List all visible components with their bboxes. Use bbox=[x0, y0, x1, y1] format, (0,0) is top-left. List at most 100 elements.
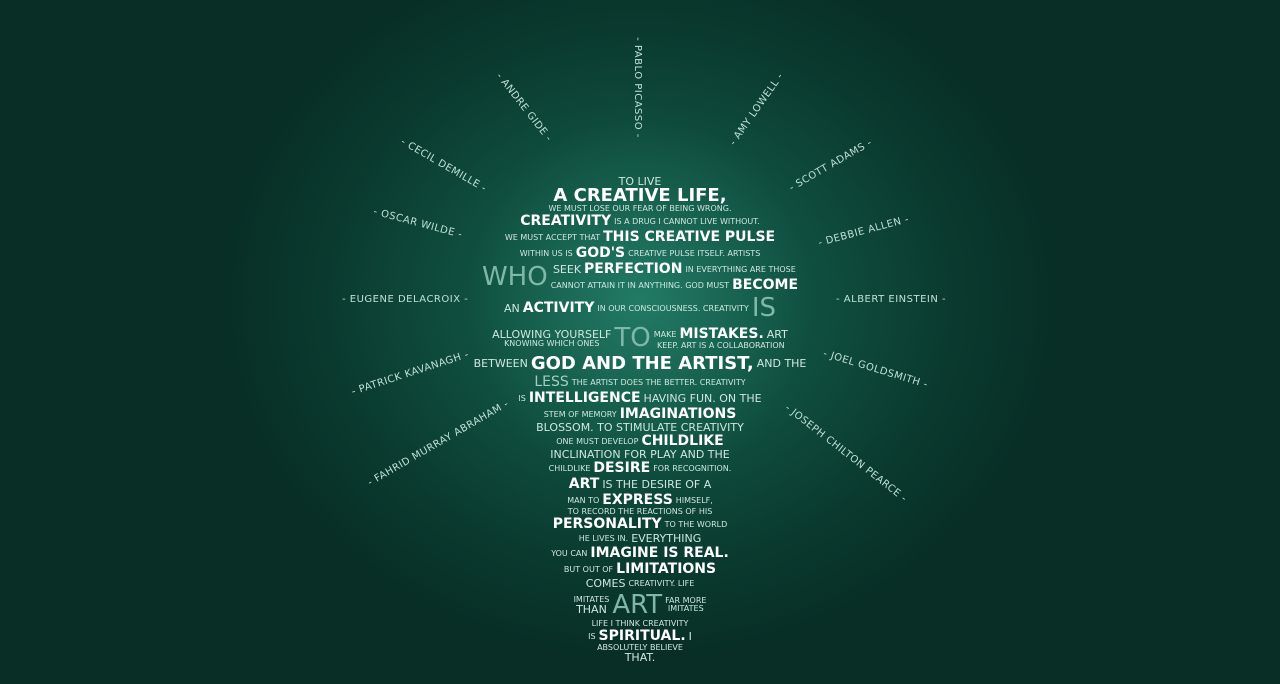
quote-line: life I think creativity bbox=[591, 619, 689, 628]
quote-line: knowing which ones bbox=[504, 338, 600, 348]
quote-row: We must accept that this creative pulse bbox=[490, 229, 790, 245]
quote-word: intelligence bbox=[528, 390, 641, 406]
quote-row: less the artist does the better. Creativ… bbox=[490, 374, 790, 390]
quote-word: activity bbox=[522, 300, 595, 316]
quote-word: between bbox=[473, 357, 528, 370]
quote-word: is bbox=[518, 393, 526, 403]
quote-row: Creativity is a drug I cannot live witho… bbox=[490, 213, 790, 229]
quote-line: we must lose our fear of being wrong. bbox=[548, 204, 732, 213]
quote-row: an activity in our consciousness. Creati… bbox=[490, 293, 790, 323]
quote-row: But out of limitations bbox=[490, 561, 790, 577]
quote-word: is a drug I cannot live without. bbox=[614, 216, 760, 226]
quote-word: himself, bbox=[675, 495, 713, 505]
quote-row: between God and the artist, and the bbox=[474, 353, 807, 374]
quote-bulb: to live A creative life, we must lose ou… bbox=[474, 175, 807, 666]
quote-word: and the bbox=[756, 357, 807, 370]
quote-word: become bbox=[732, 277, 799, 293]
quote-word: in everything are those bbox=[685, 264, 796, 274]
quote-row: Art is the desire of a bbox=[490, 476, 790, 492]
quote-word: you can bbox=[551, 548, 588, 558]
author-pablo-picasso: - Pablo Picasso - bbox=[631, 37, 643, 138]
quote-line: that. bbox=[624, 651, 656, 664]
quote-word: express bbox=[602, 492, 673, 508]
quote-word: childlike bbox=[641, 433, 724, 449]
quote-word: perfection bbox=[584, 261, 683, 277]
quote-line: imitates bbox=[573, 594, 610, 604]
quote-word: is bbox=[588, 631, 596, 641]
quote-word: God and the artist, bbox=[530, 353, 754, 374]
quote-line: than bbox=[576, 602, 607, 616]
quote-row: allowing yourself knowing which ones to … bbox=[490, 323, 790, 353]
quote-row: you can imagine is real. bbox=[490, 545, 790, 561]
quote-word: Who bbox=[481, 262, 548, 292]
quote-row: seek perfection in everything are those bbox=[551, 261, 798, 277]
quote-word: creativity. Life bbox=[628, 579, 695, 588]
author-scott-adams: - Scott Adams - bbox=[787, 137, 875, 194]
author-debbie-allen: - Debbie Allen - bbox=[817, 214, 911, 249]
quote-row: one must develop childlike bbox=[490, 433, 790, 449]
quote-word: childlike bbox=[548, 463, 591, 473]
quote-row: comes creativity. Life bbox=[490, 577, 790, 590]
quote-line: absolutely believe bbox=[597, 643, 683, 652]
quote-word: I bbox=[688, 629, 692, 643]
quote-word: imaginations bbox=[619, 406, 737, 422]
quote-word: less bbox=[534, 374, 569, 390]
quote-line: inclination for play and the bbox=[550, 448, 730, 461]
author-patrick-kavanagh: - Patrick Kavanagh - bbox=[350, 349, 471, 398]
quote-line: keep. Art is a collaboration bbox=[657, 341, 785, 350]
quote-word: But out of bbox=[563, 564, 614, 574]
quote-word: spiritual. bbox=[598, 628, 686, 644]
quote-word: man to bbox=[567, 495, 600, 505]
quote-word: Art bbox=[568, 476, 600, 492]
quote-word: for recognition. bbox=[653, 463, 732, 473]
quote-word: Creativity bbox=[520, 213, 612, 229]
quote-stack: seek perfection in everything are those … bbox=[551, 261, 798, 293]
quote-stack: make mistakes. Art keep. Art is a collab… bbox=[654, 326, 788, 350]
quote-row: man to express himself, bbox=[490, 492, 790, 508]
quote-line: blossom. To stimulate creativity bbox=[536, 421, 744, 434]
quote-word: an bbox=[504, 301, 520, 315]
quote-word: cannot attain it in anything. God must bbox=[550, 280, 730, 290]
quote-word: having fun. On the bbox=[643, 391, 762, 405]
quote-stack: allowing yourself knowing which ones bbox=[492, 329, 611, 348]
quote-row: make mistakes. Art bbox=[654, 326, 788, 342]
quote-line: to live bbox=[618, 175, 662, 188]
quote-row: cannot attain it in anything. God must b… bbox=[551, 277, 798, 293]
author-albert-einstein: - Albert Einstein - bbox=[836, 294, 947, 305]
quote-word: to the world bbox=[664, 519, 728, 529]
quote-row: personality to the world bbox=[490, 516, 790, 532]
quote-word: limitations bbox=[616, 561, 717, 577]
quote-word: within us is bbox=[519, 248, 573, 258]
quote-word: Art bbox=[766, 327, 788, 341]
quote-word: seek bbox=[552, 262, 582, 276]
author-amy-lowell: - Amy Lowell - bbox=[727, 71, 786, 148]
quote-word: mistakes. bbox=[679, 326, 764, 342]
quote-row: childlike desire for recognition. bbox=[490, 460, 790, 476]
quote-word: desire bbox=[593, 460, 651, 476]
quote-word: comes bbox=[585, 577, 626, 590]
quote-row: is intelligence having fun. On the bbox=[490, 390, 790, 406]
quote-word: is bbox=[751, 293, 776, 323]
quote-word: creative pulse itself. Artists bbox=[628, 248, 761, 258]
quote-row: imitates than Art far more imitates bbox=[490, 590, 790, 620]
quote-line: far more bbox=[665, 596, 707, 605]
quote-word: We must accept that bbox=[504, 232, 601, 242]
quote-word: personality bbox=[552, 516, 662, 532]
quote-word: imagine is real. bbox=[590, 545, 729, 561]
quote-word: stem of memory bbox=[543, 409, 617, 419]
author-eugene-delacroix: - Eugene Delacroix - bbox=[342, 294, 469, 305]
quote-row: he lives in. Everything bbox=[490, 532, 790, 545]
quote-row: stem of memory imaginations bbox=[490, 406, 790, 422]
quote-word: God's bbox=[575, 245, 626, 261]
author-oscar-wilde: - Oscar Wilde - bbox=[372, 206, 464, 241]
author-cecil-demille: - Cecil Demille - bbox=[398, 136, 489, 195]
quote-row: Who seek perfection in everything are th… bbox=[482, 261, 798, 293]
quote-line: A creative life, bbox=[553, 185, 727, 206]
quote-word: one must develop bbox=[556, 436, 639, 446]
quote-row: is spiritual. I bbox=[490, 628, 790, 644]
quote-word: this creative pulse bbox=[603, 229, 776, 245]
quote-word: Everything bbox=[631, 532, 702, 545]
quote-stack: imitates than bbox=[573, 594, 610, 616]
quote-word: Art bbox=[612, 590, 663, 620]
